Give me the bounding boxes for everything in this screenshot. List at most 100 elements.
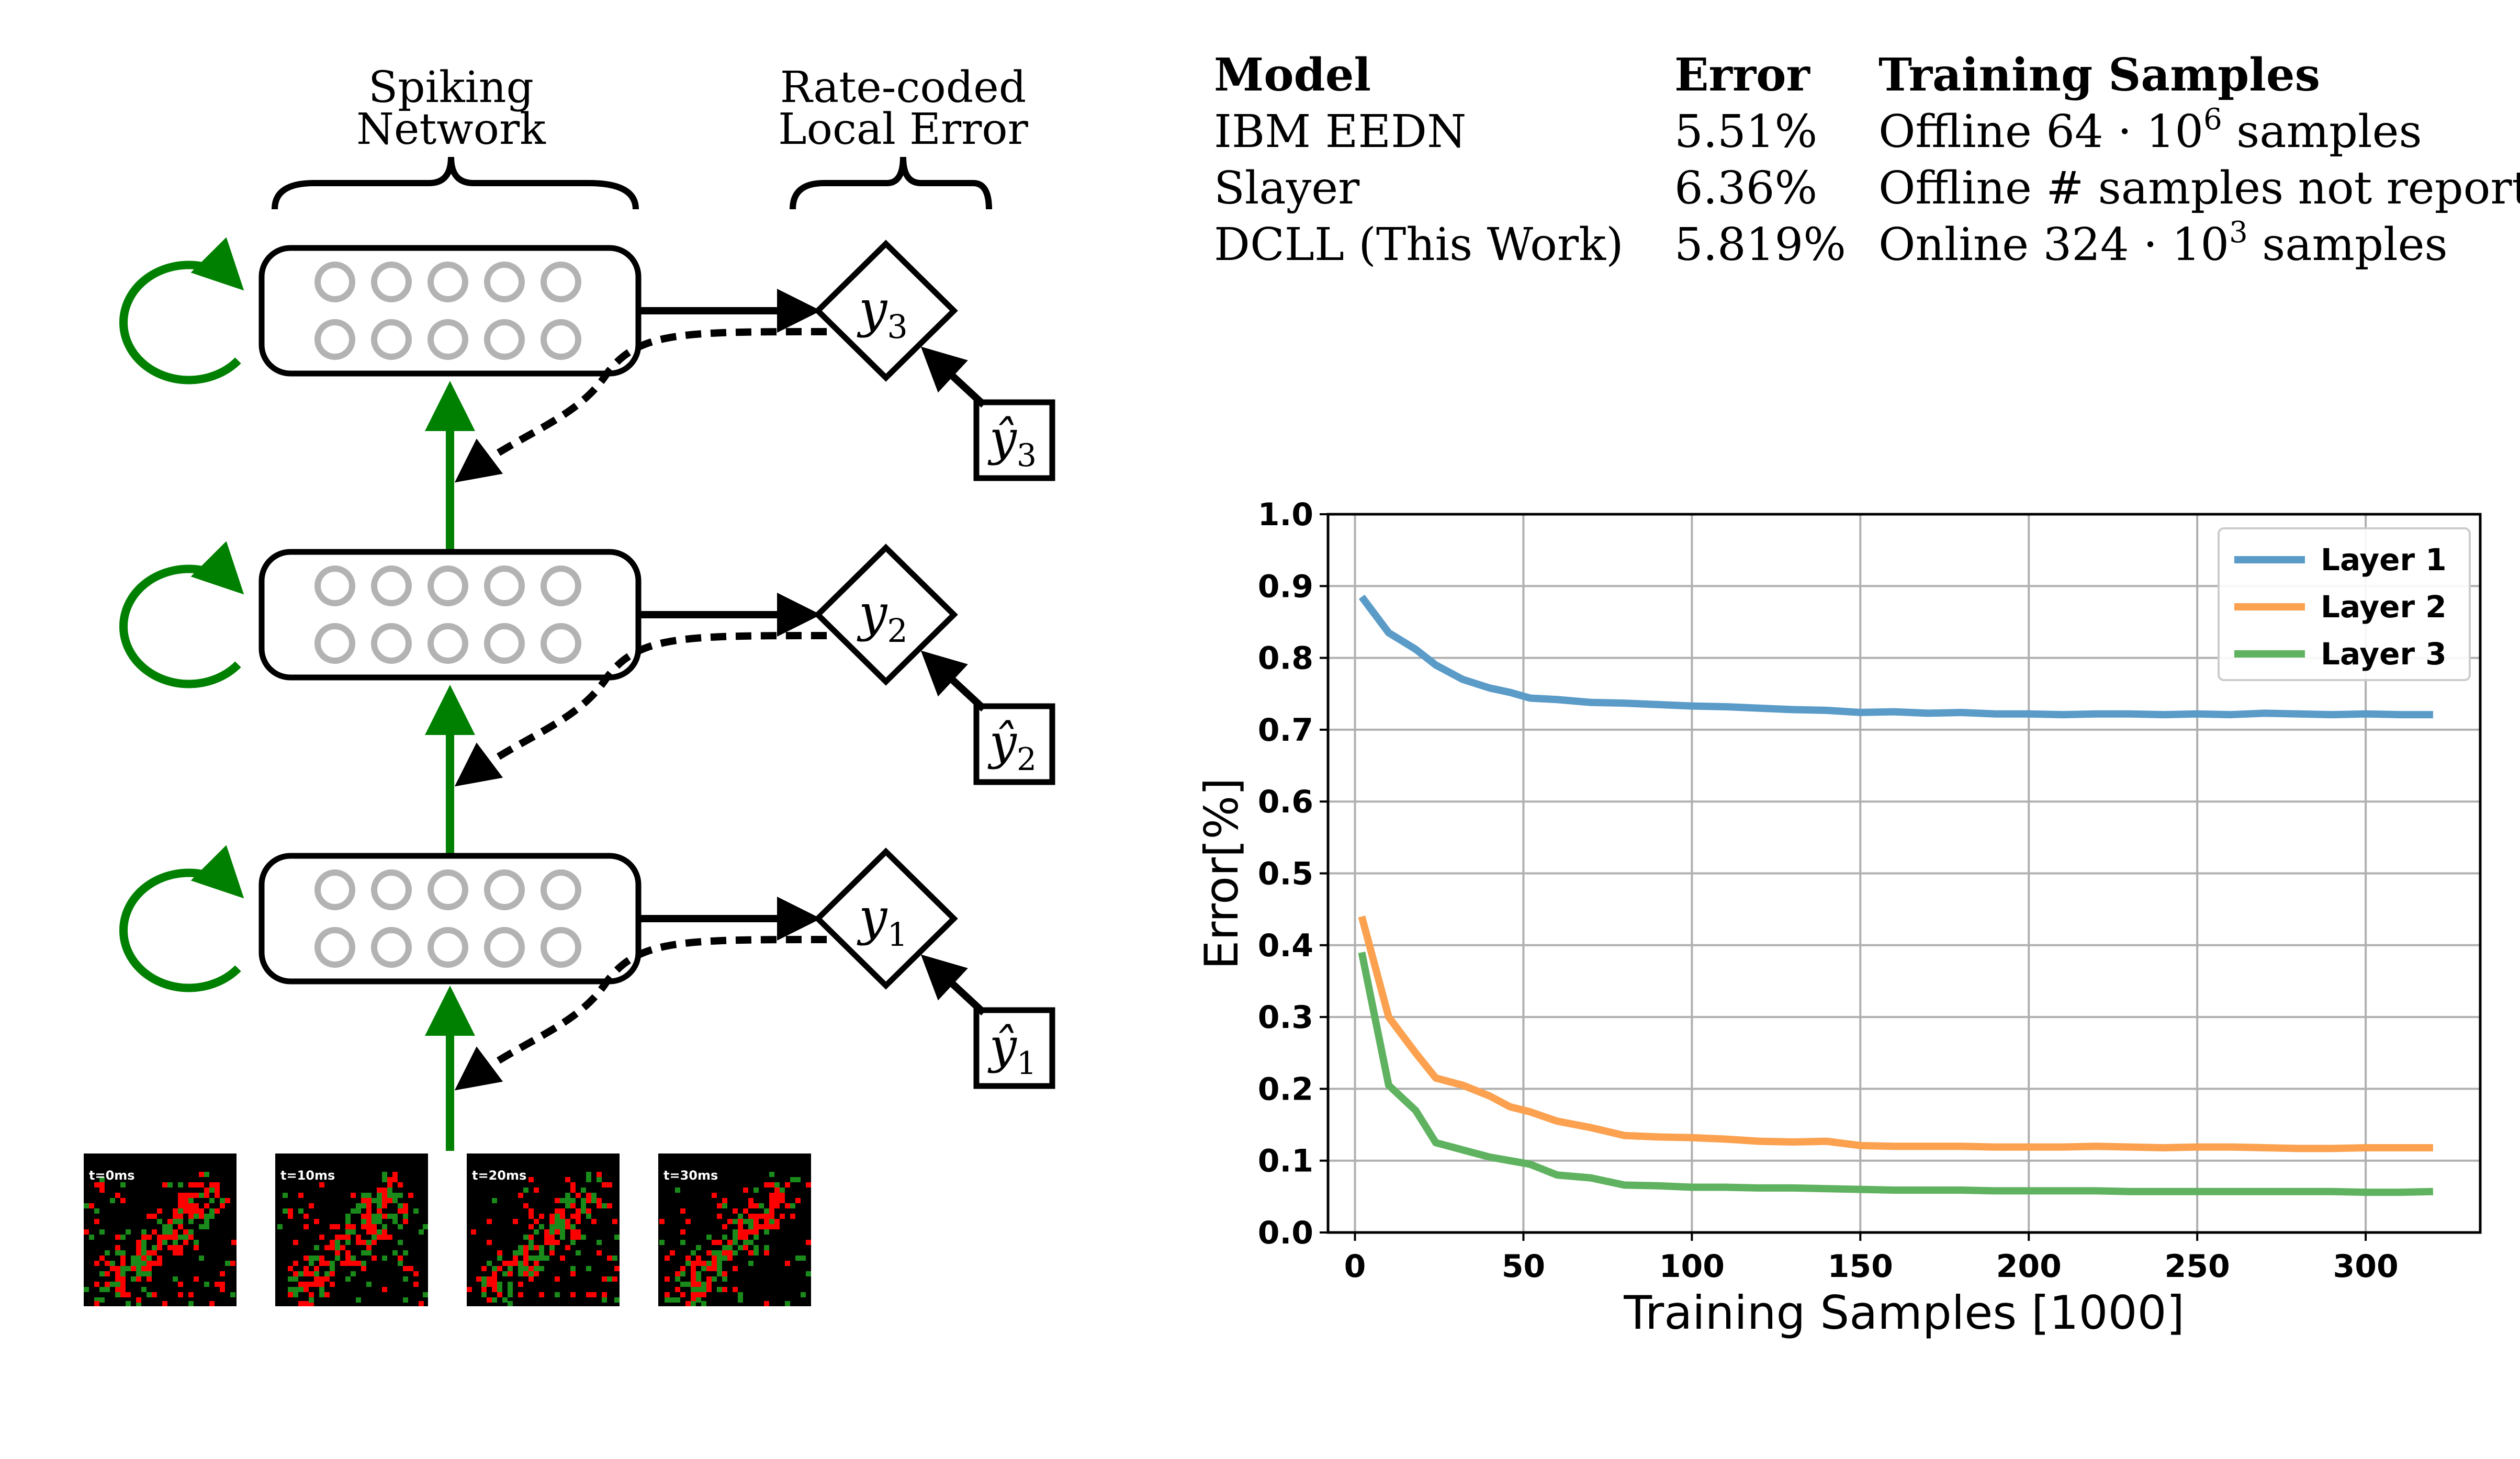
layer-3: y3 ŷ3 xyxy=(119,237,1055,552)
neuron-icon xyxy=(314,319,355,360)
input-frame: t=30ms xyxy=(658,1153,811,1306)
frame-time-label: t=20ms xyxy=(472,1168,526,1183)
output-label: y1 xyxy=(857,888,908,954)
cell-model: Slayer xyxy=(1214,162,1360,214)
spiking-network-brace xyxy=(272,156,639,210)
error-feedback-arrow xyxy=(454,632,827,787)
input-frame: t=20ms xyxy=(467,1153,620,1306)
series-line-layer-1 xyxy=(1358,594,2433,719)
error-chart: 0 50 100 150 200 250 300 0.0 0.1 0.2 0.3 0.4 0.5 0.6 0… xyxy=(1195,496,2482,1340)
neuron-icon xyxy=(541,565,581,606)
cell-model: DCLL (This Work) xyxy=(1214,219,1624,271)
y-tick-label: 0.4 xyxy=(1258,928,1313,964)
table-header-row: Model Error Training Samples xyxy=(1214,47,2512,104)
frame-time-label: t=0ms xyxy=(89,1168,135,1183)
y-tick-label: 0.8 xyxy=(1258,640,1313,677)
chart-legend: Layer 1 Layer 2 Layer 3 xyxy=(2218,527,2471,681)
error-feedback-arrow xyxy=(454,936,827,1091)
local-error-label-2: Local Error xyxy=(778,105,1029,154)
frame-time-label: t=30ms xyxy=(663,1168,718,1183)
y-tick-label: 0.1 xyxy=(1258,1143,1313,1180)
x-tick-label: 100 xyxy=(1659,1248,1725,1285)
neuron-icon xyxy=(314,565,355,606)
x-tick-label: 150 xyxy=(1828,1248,1893,1285)
cell-error: 6.36% xyxy=(1674,162,1818,214)
output-label: y3 xyxy=(857,280,908,346)
neuron-icon xyxy=(314,262,355,302)
cell-model: IBM EEDN xyxy=(1214,106,1467,158)
layer-2: y2 ŷ2 xyxy=(119,541,1055,856)
x-axis-label: Training Samples [1000] xyxy=(1623,1286,2185,1340)
recurrent-loop-icon xyxy=(119,845,244,992)
header-training-samples: Training Samples xyxy=(1878,49,2321,101)
neuron-icon xyxy=(484,319,525,360)
local-error-label-1: Rate-coded xyxy=(780,63,1027,112)
recurrent-loop-icon xyxy=(119,541,244,688)
header-model: Model xyxy=(1214,49,1371,101)
input-frame: t=10ms xyxy=(275,1153,428,1306)
legend-box xyxy=(2218,527,2471,681)
cell-error: 5.51% xyxy=(1674,106,1818,158)
neuron-icon xyxy=(428,262,468,302)
frame-time-label: t=10ms xyxy=(280,1168,335,1183)
y-tick-label: 1.0 xyxy=(1258,496,1313,533)
neuron-icon xyxy=(484,869,525,910)
cell-samples: Offline # samples not reported xyxy=(1878,162,2520,214)
neuron-icon xyxy=(371,565,412,606)
target-arrow xyxy=(920,346,986,408)
neuron-icon xyxy=(484,927,525,968)
neuron-icon xyxy=(541,623,581,664)
chart-ticks: 0 50 100 150 200 250 300 0.0 0.1 0.2 0.3 0.4 0.5 0.6 0… xyxy=(1258,496,2399,1285)
neuron-icon xyxy=(428,869,468,910)
recurrent-loop-icon xyxy=(119,237,244,384)
target-box xyxy=(973,1007,1055,1089)
neuron-icon xyxy=(541,319,581,360)
table-row: Slayer 6.36% Offline # samples not repor… xyxy=(1214,160,2520,217)
neuron-icon xyxy=(484,565,525,606)
neuron-icon xyxy=(428,623,468,664)
y-tick-label: 0.6 xyxy=(1258,784,1313,820)
series-line-layer-3 xyxy=(1358,952,2434,1196)
legend-label: Layer 1 xyxy=(2321,542,2447,578)
y-tick-label: 0.0 xyxy=(1258,1215,1313,1251)
input-frame: t=0ms xyxy=(84,1153,237,1306)
y-tick-label: 0.3 xyxy=(1258,999,1313,1036)
chart-lines xyxy=(1358,594,2434,1196)
y-tick-label: 0.9 xyxy=(1258,568,1313,605)
x-tick-label: 0 xyxy=(1344,1248,1366,1285)
neuron-icon xyxy=(314,869,355,910)
x-tick-label: 300 xyxy=(2333,1248,2398,1285)
neuron-icon xyxy=(541,262,581,302)
neuron-icon xyxy=(371,319,412,360)
target-box xyxy=(973,399,1055,481)
x-tick-label: 250 xyxy=(2165,1248,2230,1285)
output-diamond xyxy=(814,544,958,686)
y-tick-label: 0.7 xyxy=(1258,712,1313,749)
series-line-layer-2 xyxy=(1358,915,2433,1152)
error-feedback-arrow xyxy=(454,328,827,483)
spiking-network-label-1: Spiking xyxy=(368,63,534,112)
y-tick-label: 0.5 xyxy=(1258,856,1313,892)
table-row: DCLL (This Work) 5.819% Online 324 · 103… xyxy=(1214,217,2512,273)
neuron-icon xyxy=(428,927,468,968)
neuron-icon xyxy=(541,927,581,968)
spiking-network-label-2: Network xyxy=(356,105,546,154)
table-row: IBM EEDN 5.51% Offline 64 · 106 samples xyxy=(1214,104,2512,160)
target-label: ŷ3 xyxy=(987,410,1037,474)
header-error: Error xyxy=(1674,49,1810,101)
x-tick-label: 50 xyxy=(1502,1248,1546,1285)
neuron-icon xyxy=(541,869,581,910)
cell-samples: Online 324 · 103 samples xyxy=(1878,216,2448,272)
y-tick-label: 0.2 xyxy=(1258,1071,1313,1107)
target-arrow xyxy=(920,650,986,712)
target-box xyxy=(973,703,1055,785)
y-axis-label: Error[%] xyxy=(1195,778,1248,970)
target-label: ŷ2 xyxy=(987,714,1037,778)
output-label: y2 xyxy=(857,584,908,650)
target-arrow xyxy=(920,954,986,1016)
neuron-icon xyxy=(484,262,525,302)
neuron-icon xyxy=(371,927,412,968)
neuron-icon xyxy=(428,565,468,606)
output-diamond xyxy=(814,847,958,990)
